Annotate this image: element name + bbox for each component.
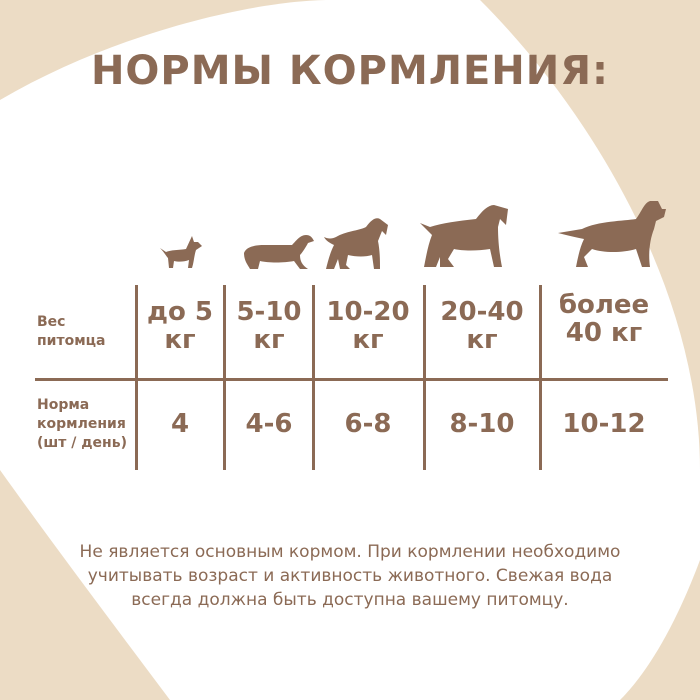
- norm-cell: 8-10: [449, 409, 515, 439]
- norm-cell: 4: [170, 409, 190, 439]
- dachshund-icon: [244, 235, 314, 269]
- terrier-icon: [420, 205, 508, 267]
- weight-cell: 20-40 кг: [440, 297, 524, 355]
- norm-cell: 6-8: [344, 409, 392, 439]
- table-divider: [223, 285, 226, 470]
- large-dog-icon: [558, 201, 666, 267]
- row-label-weight: Вес питомца: [37, 314, 106, 349]
- weight-cell: 5-10 кг: [236, 297, 302, 355]
- norm-cell: 10-12: [562, 409, 646, 439]
- row-label-norm: Норма кормления (шт / день): [37, 397, 127, 451]
- table-row-divider: [35, 378, 668, 381]
- weight-cell: более 40 кг: [558, 290, 650, 348]
- schnauzer-icon: [324, 218, 388, 269]
- weight-cell: до 5 кг: [146, 297, 214, 355]
- table-divider: [135, 285, 138, 470]
- feeding-note: Не является основным кормом. При кормлен…: [79, 542, 621, 610]
- page-title: НОРМЫ КОРМЛЕНИЯ:: [90, 48, 610, 94]
- table-divider: [312, 285, 315, 470]
- chihuahua-icon: [160, 236, 202, 268]
- table-divider: [423, 285, 426, 470]
- weight-cell: 10-20 кг: [326, 297, 410, 355]
- table-divider: [539, 285, 542, 470]
- norm-cell: 4-6: [245, 409, 293, 439]
